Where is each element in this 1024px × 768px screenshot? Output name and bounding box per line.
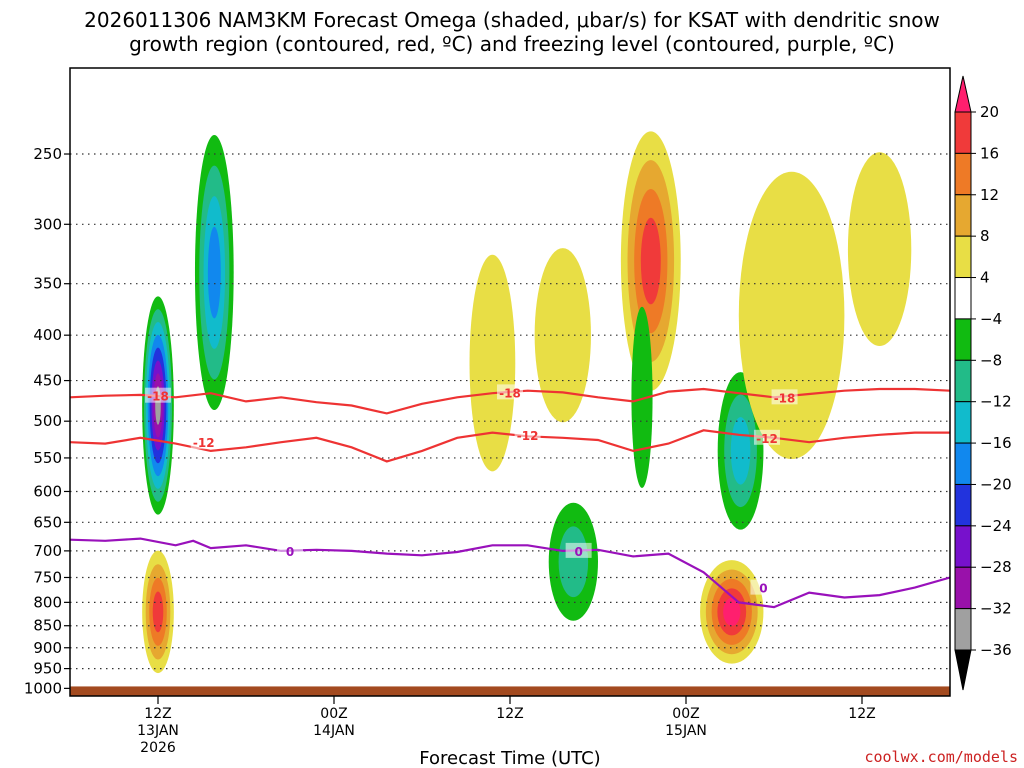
x-tick-label: 12Z [496, 706, 523, 722]
y-tick-label: 400 [33, 326, 62, 344]
colorbar-swatch [954, 194, 972, 237]
contour-label: -18 [147, 390, 169, 404]
contour-label: -12 [756, 432, 778, 446]
y-axis-ticks: 250 300 350 400 450 500 550 600 650 700 750 800 850 9… [24, 145, 70, 697]
colorbar-arrow-top [954, 75, 972, 113]
colorbar-label: −12 [980, 393, 1012, 411]
x-tick-label: 14JAN [313, 723, 355, 739]
colorbar-label: 16 [980, 144, 999, 162]
x-axis-label: Forecast Time (UTC) [419, 748, 600, 768]
y-tick-label: 250 [33, 145, 62, 163]
contour-label-bg [190, 434, 217, 450]
contour-label-bg [145, 387, 171, 403]
chart-title-line1: 2026011306 NAM3KM Forecast Omega (shaded… [84, 8, 940, 32]
contour-line [70, 429, 950, 463]
terrain-layer [70, 686, 950, 696]
y-tick-label: 700 [33, 542, 62, 560]
y-tick-label: 350 [33, 275, 62, 293]
omega-blob [558, 526, 589, 598]
contour-label: -18 [499, 386, 521, 400]
contour-label: 0 [574, 545, 582, 559]
contour-label-bg [565, 542, 592, 558]
colorbar-label: −24 [980, 517, 1012, 535]
colorbar-label: −16 [980, 434, 1012, 452]
y-tick-label: 500 [33, 412, 62, 430]
omega-blob [730, 417, 751, 485]
omega-blob [738, 171, 845, 460]
credit-text: coolwx.com/models [864, 748, 1018, 766]
x-tick-label: 13JAN [137, 723, 179, 739]
contour-label: -12 [193, 436, 215, 450]
contour-label-bg [771, 389, 798, 405]
omega-shading [142, 131, 912, 674]
contour-label: -18 [774, 391, 796, 405]
colorbar-label: 20 [980, 103, 999, 121]
colorbar-swatch [954, 359, 972, 403]
colorbar-label: 12 [980, 186, 999, 204]
omega-blob [847, 152, 912, 347]
x-tick-label: 00Z [672, 706, 699, 722]
colorbar-swatch [954, 442, 972, 485]
colorbar-label: −28 [980, 558, 1012, 576]
y-tick-label: 900 [33, 639, 62, 657]
omega-blob [469, 254, 516, 472]
colorbar-label: −32 [980, 600, 1012, 618]
pressure-gridlines [70, 153, 950, 670]
colorbar-label: −36 [980, 641, 1012, 659]
x-tick-label: 15JAN [665, 723, 707, 739]
y-tick-label: 750 [33, 568, 62, 586]
chart-title-line2: growth region (contoured, red, ºC) and f… [129, 32, 895, 56]
contour-label: 0 [286, 545, 294, 559]
omega-blob [631, 306, 653, 488]
omega-blob [152, 591, 164, 633]
colorbar-label: −8 [980, 351, 1002, 369]
y-tick-label: 550 [33, 449, 62, 467]
y-tick-label: 600 [33, 482, 62, 500]
colorbar-swatch [954, 318, 972, 361]
contour-label: 0 [759, 582, 767, 596]
contour-line [70, 537, 950, 609]
contour-label: -12 [517, 429, 539, 443]
colorbar-swatch [954, 235, 972, 279]
contour-label-bg [514, 426, 541, 442]
colorbar-swatch [954, 152, 972, 196]
y-tick-label: 800 [33, 593, 62, 611]
y-tick-label: 950 [33, 660, 62, 678]
contour-label-bg [497, 384, 523, 400]
y-tick-label: 450 [33, 372, 62, 390]
colorbar-arrow-bottom [954, 649, 972, 691]
contour-label-bg [753, 429, 780, 445]
contour-label-bg [277, 542, 303, 558]
x-tick-label: 12Z [848, 706, 875, 722]
colorbar-swatch [954, 483, 972, 527]
colorbar-label: −20 [980, 475, 1012, 493]
colorbar-swatch [954, 525, 972, 568]
colorbar-swatch [954, 608, 972, 651]
x-tick-label: 2026 [140, 740, 176, 756]
colorbar-label: −4 [980, 310, 1002, 328]
omega-blob [723, 597, 741, 626]
colorbar: 20 16 12 8 4 −4 −8 −12 −16 −20 −24 −28 −32 −36 [954, 75, 1012, 691]
contour-label-bg [750, 579, 777, 595]
colorbar-swatch [954, 401, 972, 444]
colorbar-swatch [954, 111, 972, 154]
y-tick-label: 1000 [24, 679, 62, 697]
terrain-fill [70, 686, 950, 696]
y-tick-label: 850 [33, 617, 62, 635]
y-tick-label: 300 [33, 215, 62, 233]
isotherm-contours: -18 -18 -18 -12 -12 -12 0 0 0 [70, 384, 950, 609]
omega-blob [640, 217, 661, 305]
colorbar-swatch [954, 566, 972, 610]
x-tick-label: 12Z [144, 706, 171, 722]
colorbar-label: 8 [980, 227, 990, 245]
x-tick-label: 00Z [320, 706, 347, 722]
y-tick-label: 650 [33, 513, 62, 531]
colorbar-swatch [954, 277, 972, 320]
omega-blob [207, 226, 221, 319]
colorbar-label: 4 [980, 269, 990, 287]
